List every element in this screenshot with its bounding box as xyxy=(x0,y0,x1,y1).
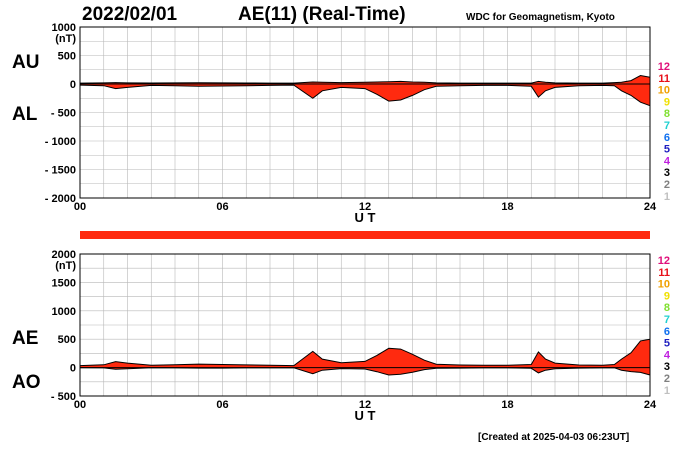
bottom-lower-label: AO xyxy=(12,372,41,393)
bottom-legend-level: 9 xyxy=(664,290,670,302)
top-series-au-line xyxy=(79,74,651,84)
top-ytick-label: 1000 xyxy=(52,22,76,34)
bottom-legend-level: 11 xyxy=(658,267,670,279)
top-legend-level: 6 xyxy=(664,132,670,144)
bottom-xtick-label: 12 xyxy=(359,399,371,411)
top-legend-level: 10 xyxy=(658,85,670,97)
top-legend-level: 12 xyxy=(658,61,670,73)
created-timestamp: [Created at 2025-04-03 06:23UT] xyxy=(478,432,630,443)
bottom-legend-level: 6 xyxy=(664,326,670,338)
top-plot-frame xyxy=(79,26,651,199)
chart-date: 2022/02/01 xyxy=(82,4,178,25)
bottom-legend-level: 8 xyxy=(664,302,670,314)
bottom-legend-level: 2 xyxy=(664,373,670,385)
top-xtick-label: 00 xyxy=(74,201,86,213)
bottom-ytick-label: 1500 xyxy=(52,277,76,289)
top-legend-level: 3 xyxy=(664,167,670,179)
top-legend-level: 4 xyxy=(664,155,671,167)
bottom-legend-level: 7 xyxy=(664,314,670,326)
bottom-legend-level: 1 xyxy=(664,385,670,397)
data-coverage-bar xyxy=(80,231,650,239)
top-lower-label: AL xyxy=(12,104,38,125)
bottom-area-fill xyxy=(80,339,650,375)
top-upper-label: AU xyxy=(12,52,40,73)
source-label: WDC for Geomagnetism, Kyoto xyxy=(466,12,615,23)
bottom-ytick-label: 1000 xyxy=(52,306,76,318)
top-legend-level: 9 xyxy=(664,96,670,108)
bottom-xtick-label: 06 xyxy=(216,399,228,411)
top-xtick-label: 06 xyxy=(216,201,228,213)
bottom-plot-frame xyxy=(79,253,651,397)
top-legend-level: 5 xyxy=(664,144,670,156)
bottom-legend-level: 5 xyxy=(664,338,670,350)
bottom-legend-level: 12 xyxy=(658,255,670,267)
bottom-legend-level: 10 xyxy=(658,279,670,291)
top-ytick-label: 500 xyxy=(58,51,76,63)
top-ytick-label: - 1000 xyxy=(45,136,76,148)
bottom-legend-level: 3 xyxy=(664,361,670,373)
bottom-ytick-label: 2000 xyxy=(52,249,76,261)
bottom-ytick-label: 0 xyxy=(70,363,76,375)
bottom-series-ae-line xyxy=(79,338,651,367)
top-legend-level: 7 xyxy=(664,120,670,132)
bottom-unit-label: (nT) xyxy=(55,260,76,272)
top-legend-level: 11 xyxy=(658,73,670,85)
top-xtick-label: 12 xyxy=(359,201,371,213)
top-ytick-label: - 500 xyxy=(51,108,76,120)
bottom-ytick-label: - 500 xyxy=(51,391,76,403)
bottom-xaxis-label: U T xyxy=(355,408,376,423)
top-xtick-label: 24 xyxy=(644,201,657,213)
bottom-xtick-label: 00 xyxy=(74,399,86,411)
top-unit-label: (nT) xyxy=(55,33,76,45)
bottom-xtick-label: 24 xyxy=(644,399,657,411)
top-xtick-label: 18 xyxy=(501,201,513,213)
bottom-ytick-label: 500 xyxy=(58,334,76,346)
bottom-xtick-label: 18 xyxy=(501,399,513,411)
top-legend-level: 1 xyxy=(664,191,670,203)
bottom-upper-label: AE xyxy=(12,328,39,349)
chart-title: AE(11) (Real-Time) xyxy=(238,4,406,25)
bottom-legend-level: 4 xyxy=(664,349,671,361)
top-xaxis-label: U T xyxy=(355,210,376,225)
top-series-al-line xyxy=(79,84,651,107)
top-legend-level: 8 xyxy=(664,108,670,120)
top-legend-level: 2 xyxy=(664,179,670,191)
top-ytick-label: - 2000 xyxy=(45,193,76,205)
top-ytick-label: - 1500 xyxy=(45,165,76,177)
top-ytick-label: 0 xyxy=(70,79,76,91)
